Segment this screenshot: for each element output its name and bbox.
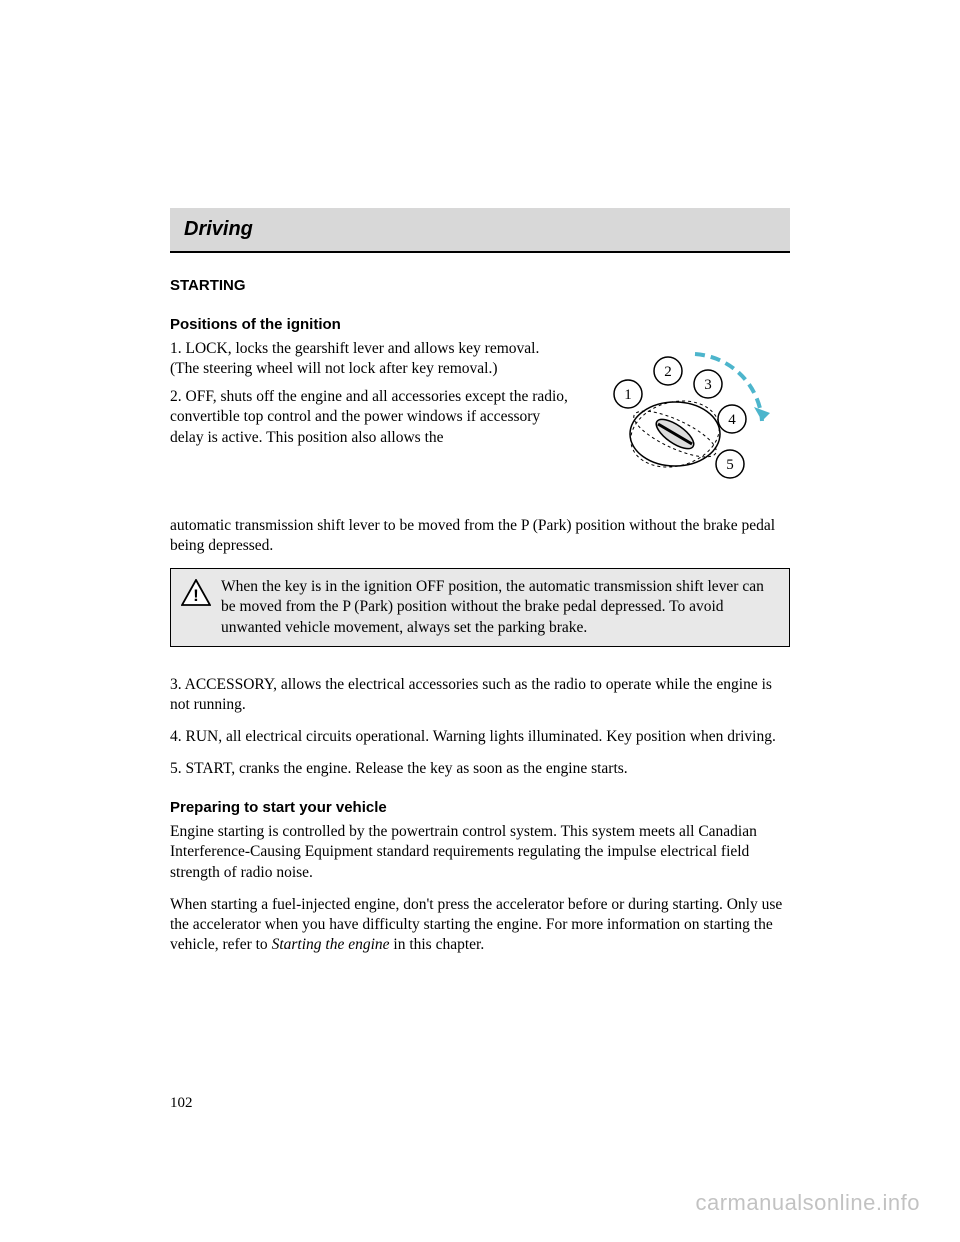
subsection-title-ignition: Positions of the ignition (170, 316, 790, 333)
pos-4: 4 (718, 405, 746, 433)
preparing-p2b: Starting the engine (272, 936, 390, 953)
arc-arrow (754, 407, 770, 421)
ignition-diagram: 1 2 3 4 5 (590, 339, 790, 514)
pos-5: 5 (716, 450, 744, 478)
section-title: STARTING (170, 277, 790, 294)
ignition-p4: 4. RUN, all electrical circuits operatio… (170, 727, 790, 747)
warning-box: ! When the key is in the ignition OFF po… (170, 568, 790, 646)
warning-icon: ! (181, 579, 211, 607)
ignition-p3: 3. ACCESSORY, allows the electrical acce… (170, 675, 790, 715)
chapter-header: Driving (170, 208, 790, 253)
page-number: 102 (170, 1095, 193, 1112)
ignition-p5: 5. START, cranks the engine. Release the… (170, 759, 790, 779)
pos-3-label: 3 (704, 377, 712, 393)
pos-1-label: 1 (624, 387, 632, 403)
ignition-p2b: automatic transmission shift lever to be… (170, 516, 790, 556)
ignition-svg: 1 2 3 4 5 (590, 339, 790, 509)
preparing-p2c: in this chapter. (390, 936, 485, 953)
pos-1: 1 (614, 380, 642, 408)
watermark: carmanualsonline.info (695, 1190, 920, 1216)
subsection-title-preparing: Preparing to start your vehicle (170, 799, 790, 816)
preparing-p2: When starting a fuel-injected engine, do… (170, 895, 790, 955)
ignition-text: 1. LOCK, locks the gearshift lever and a… (170, 339, 570, 514)
pos-4-label: 4 (728, 412, 736, 428)
ignition-p2: 2. OFF, shuts off the engine and all acc… (170, 387, 570, 447)
ignition-p1: 1. LOCK, locks the gearshift lever and a… (170, 339, 570, 379)
preparing-p1: Engine starting is controlled by the pow… (170, 822, 790, 882)
pos-3: 3 (694, 370, 722, 398)
ignition-content: 1. LOCK, locks the gearshift lever and a… (170, 339, 790, 514)
chapter-title: Driving (184, 218, 776, 241)
pos-2: 2 (654, 357, 682, 385)
svg-text:!: ! (193, 586, 199, 605)
manual-page: Driving STARTING Positions of the igniti… (0, 0, 960, 955)
warning-text: When the key is in the ignition OFF posi… (221, 577, 779, 637)
pos-2-label: 2 (664, 364, 672, 380)
pos-5-label: 5 (726, 457, 734, 473)
